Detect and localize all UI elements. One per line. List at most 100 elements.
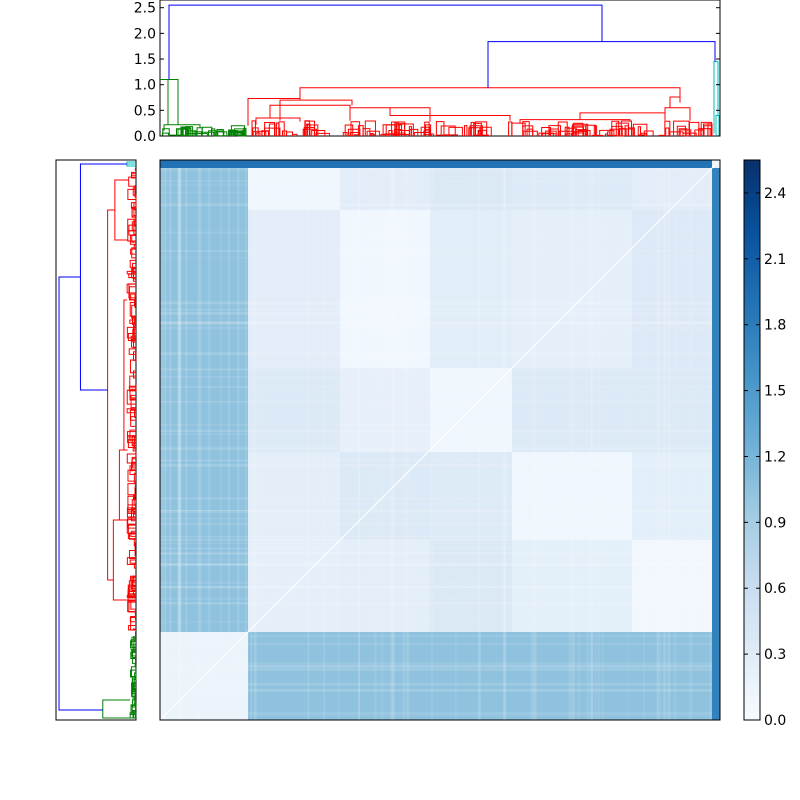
heatmap-stripe <box>160 552 720 555</box>
top-leaf-link-b <box>694 129 705 136</box>
heatmap-stripe <box>160 257 720 259</box>
heatmap-stripe <box>160 433 720 435</box>
heatmap-stripe <box>177 160 181 720</box>
top-leaf-link-b <box>591 134 604 136</box>
left-leaf-link-b <box>134 609 136 621</box>
heatmap-stripe <box>160 497 720 500</box>
heatmap-diagonal <box>159 159 721 721</box>
colorbar-tick-label: 2.1 <box>764 252 786 268</box>
top-leaf-link-b <box>420 126 431 136</box>
heatmap-stripe <box>656 160 659 720</box>
left-leaf-link-b <box>129 465 136 472</box>
heatmap-stripe <box>568 160 572 720</box>
left-link-c <box>102 699 130 719</box>
colorbar-tick-label: 2.4 <box>764 186 786 202</box>
left-leaf-link-b <box>133 351 136 361</box>
top-leaf-link-a <box>215 131 228 136</box>
heatmap-stripe <box>160 662 720 665</box>
heatmap-stripe <box>160 308 720 311</box>
heatmap-stripe <box>160 552 720 555</box>
heatmap-stripe <box>160 179 720 182</box>
top-leaf-link-b <box>306 124 319 136</box>
heatmap-stripe <box>358 160 360 720</box>
top-leaf-link-b <box>575 129 588 136</box>
left-leaf-link-b <box>130 339 136 348</box>
top-leaf-link-b <box>357 125 364 136</box>
top-axis-tick-label: 0.0 <box>134 129 156 145</box>
heatmap-stripe <box>160 522 720 526</box>
left-leaf-link-b <box>127 524 136 540</box>
top-leaf-link-b <box>349 131 360 136</box>
left-leaf-link-b <box>133 202 136 216</box>
top-leaf-link-b <box>394 132 406 136</box>
top-leaf-link-b <box>511 122 526 136</box>
top-leaf-link-b <box>448 126 463 136</box>
heatmap-stripe <box>408 160 410 720</box>
top-link-b <box>247 98 301 126</box>
colorbar-bar <box>743 159 761 721</box>
left-leaf-link-b <box>131 580 136 592</box>
left-leaf-link-b <box>128 176 136 187</box>
heatmap-stripe <box>160 682 720 686</box>
top-dendrogram-axis: 0.0 0.5 1.0 1.5 2.0 2.5 <box>134 1 720 145</box>
heatmap-subblock <box>248 368 340 452</box>
top-leaf-link-b <box>541 133 557 136</box>
heatmap-stripe <box>402 160 404 720</box>
heatmap-stripe <box>185 160 188 720</box>
top-leaf-link-b <box>526 128 534 136</box>
left-leaf-link-b <box>128 586 136 599</box>
heatmap-stripe <box>160 464 720 467</box>
top-leaf-link-a <box>180 126 190 136</box>
heatmap-stripe <box>160 368 720 371</box>
top-leaf-link-a <box>230 125 246 136</box>
top-leaf-link-b <box>315 132 331 136</box>
left-leaf-link-c <box>134 688 136 695</box>
left-leaf-link-b <box>126 389 136 405</box>
top-leaf-link-b <box>423 133 432 136</box>
left-leaf-link-b <box>130 398 136 410</box>
top-leaf-link-b <box>565 133 573 136</box>
heatmap-stripe <box>160 326 720 330</box>
top-link-root <box>168 4 603 80</box>
colorbar-tick-label: 0.3 <box>764 647 786 663</box>
left-leaf-link-b <box>133 326 136 340</box>
left-leaf-link-b <box>126 519 136 525</box>
top-leaf-link-b <box>469 125 483 136</box>
heatmap-stripe <box>160 602 720 605</box>
top-leaf-link-b <box>624 125 630 136</box>
heatmap-stripe <box>160 250 720 253</box>
heatmap-edge-row <box>160 160 712 168</box>
colorbar-tick-label: 1.5 <box>764 384 786 400</box>
top-link-a-root <box>167 79 178 125</box>
heatmap-stripe <box>392 160 394 720</box>
heatmap-stripe <box>477 160 481 720</box>
heatmap-frame <box>159 159 721 721</box>
top-dendrogram-frame <box>159 0 721 137</box>
left-leaf-link-b <box>127 218 136 232</box>
heatmap-stripe <box>164 160 167 720</box>
left-leaf-link-b <box>131 172 136 176</box>
heatmap-stripe <box>663 160 666 720</box>
top-leaf-link-b <box>398 123 414 136</box>
top-leaf-link-b <box>275 122 280 136</box>
top-leaf-link-b <box>665 127 670 136</box>
top-leaf-link-b <box>678 128 688 136</box>
heatmap-stripe <box>643 160 645 720</box>
heatmap-stripe <box>160 160 164 720</box>
heatmap-subblock <box>248 168 340 210</box>
heatmap-stripe <box>586 160 589 720</box>
heatmap-stripe <box>160 668 720 671</box>
top-leaf-link-b <box>302 128 318 136</box>
top-link-c <box>715 114 720 136</box>
left-leaf-link-c <box>133 678 136 692</box>
left-leaf-link-b <box>130 394 136 399</box>
left-leaf-link-b <box>130 530 136 535</box>
heatmap-stripe <box>373 160 377 720</box>
heatmap-stripe <box>197 160 201 720</box>
heatmap-stripe <box>250 160 253 720</box>
heatmap-stripe <box>160 562 720 566</box>
top-leaf-link-b <box>473 122 482 136</box>
heatmap-stripe <box>169 160 171 720</box>
heatmap-subblock <box>340 210 430 368</box>
heatmap-stripe <box>674 160 676 720</box>
